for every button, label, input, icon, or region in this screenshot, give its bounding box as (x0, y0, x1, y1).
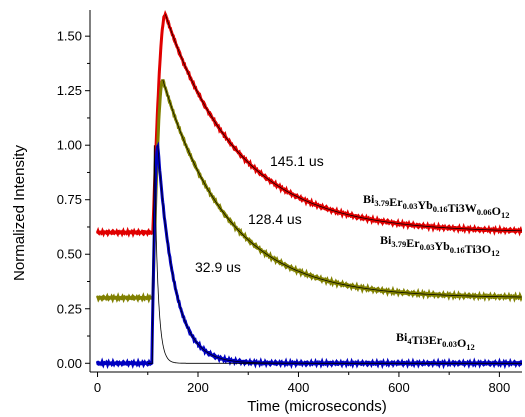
series-2 (96, 141, 522, 370)
formula-element: Ti (412, 333, 424, 347)
series-1 (96, 78, 522, 304)
x-tick-label: 200 (187, 380, 209, 395)
formula-element: Er (389, 195, 403, 209)
y-tick-label: 1.50 (57, 29, 82, 44)
y-tick-label: 0.25 (57, 301, 82, 316)
y-tick-label: 1.00 (57, 138, 82, 153)
formula-element: W (465, 201, 477, 215)
series-layer (96, 10, 522, 370)
formula-element: Yb (434, 239, 450, 253)
fit-line (162, 79, 522, 298)
data-point (239, 152, 242, 156)
data-point (158, 71, 161, 74)
y-tick-label: 1.25 (57, 83, 82, 98)
data-point (155, 160, 158, 164)
formula-subscript: 12 (466, 342, 475, 352)
formula-subscript: 0.03 (442, 339, 457, 349)
formula-element: Ti (448, 201, 460, 215)
formula-element: Bi (363, 192, 375, 206)
y-tick-label: 0.50 (57, 247, 82, 262)
formula-element: O (457, 336, 466, 350)
formula-element: O (492, 204, 501, 218)
formula-subscript: 0.03 (403, 201, 418, 211)
y-axis-title: Normalized Intensity (11, 145, 28, 281)
formula-subscript: 0.16 (433, 204, 448, 214)
x-axis-title: Time (microseconds) (247, 398, 386, 415)
data-point (253, 167, 256, 170)
fit-line (164, 14, 522, 232)
formula-subscript: 12 (501, 210, 510, 220)
x-tick-label: 400 (288, 380, 310, 395)
lifetime-label: 128.4 us (248, 211, 302, 227)
data-point (159, 46, 163, 50)
formula-subscript: 3.79 (374, 198, 389, 208)
ticks-layer: 0.00 0.25 0.50 0.75 1.00 1.25 1.50 0 200 400 600 80… (57, 29, 511, 395)
y-tick-label: 0.00 (57, 356, 82, 371)
formula-element: 3 (423, 333, 429, 347)
formula-element: Bi (396, 330, 408, 344)
formula-subscript: 12 (491, 248, 500, 258)
formula-element: Er (429, 333, 443, 347)
formula-element: Er (406, 236, 420, 250)
data-point (519, 230, 522, 233)
data-point (519, 296, 522, 300)
data-point (242, 155, 245, 159)
data-point (164, 12, 167, 16)
instrument-response-line (147, 145, 522, 364)
lifetime-label: 32.9 us (195, 259, 241, 275)
axes-layer (89, 10, 522, 373)
x-tick-label: 600 (388, 380, 410, 395)
y-tick-label: 0.75 (57, 192, 82, 207)
series-name-label: Bi4Ti3Er0.03O12 (396, 330, 475, 352)
formula-element: 3 (459, 201, 465, 215)
formula-element: Bi (380, 233, 392, 247)
series-name-label: Bi3.79Er0.03Yb0.16Ti3O12 (380, 233, 500, 258)
data-point (150, 231, 154, 235)
data-point (159, 88, 163, 92)
formula-subscript: 4 (407, 336, 412, 346)
data-point (161, 27, 164, 31)
formula-element: O (482, 242, 491, 256)
data-point (234, 225, 238, 229)
formula-element: Ti (465, 242, 477, 256)
series-0 (96, 10, 522, 238)
x-tick-label: 0 (94, 380, 101, 395)
data-point (257, 171, 261, 174)
data-point (158, 110, 161, 113)
formula-subscript: 0.06 (477, 207, 492, 217)
series-clip-group (96, 10, 522, 370)
formula-subscript: 0.03 (420, 242, 435, 252)
x-tick-label: 800 (489, 380, 511, 395)
formula-subscript: 0.16 (450, 245, 465, 255)
formula-element: 3 (476, 242, 482, 256)
formula-element: Yb (417, 198, 433, 212)
lifetime-label: 145.1 us (270, 153, 324, 169)
data-point (162, 15, 166, 19)
formula-subscript: 3.79 (391, 239, 406, 249)
series-name-label: Bi3.79Er0.03Yb0.16Ti3W0.06O12 (363, 192, 510, 220)
